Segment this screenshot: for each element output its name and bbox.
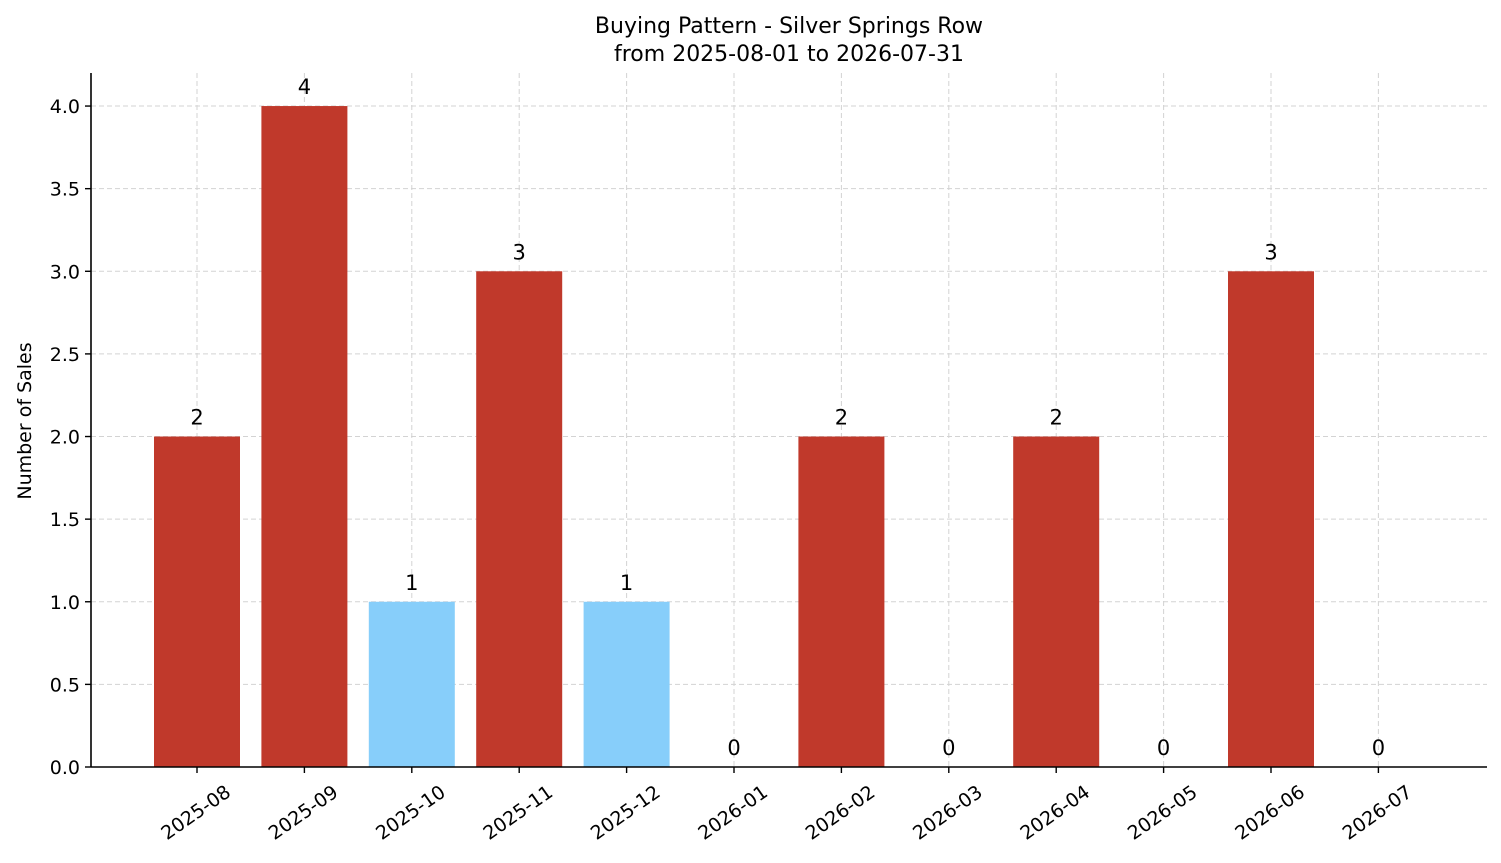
x-tick-label: 2025-09	[265, 781, 343, 845]
bar	[1013, 436, 1100, 767]
y-axis-label: Number of Sales	[14, 342, 36, 499]
bar	[261, 106, 348, 768]
y-tick-label: 0.5	[50, 674, 80, 696]
bar-value-label: 1	[405, 571, 418, 595]
chart-title: Buying Pattern - Silver Springs Row	[595, 14, 983, 39]
bar	[1228, 271, 1314, 767]
x-tick-label: 2026-01	[694, 781, 772, 845]
bar-value-label: 0	[1372, 736, 1385, 760]
y-tick-label: 1.0	[50, 592, 80, 614]
bar-labels: 2 4 1 3 1 0 2 0 2 0 3 0	[190, 75, 1385, 760]
y-tick-label: 3.5	[50, 179, 80, 201]
x-tick-label: 2025-08	[157, 781, 235, 845]
bar-value-label: 3	[1264, 240, 1277, 264]
x-tick-label: 2026-05	[1124, 781, 1202, 845]
y-tick-label: 4.0	[50, 96, 80, 118]
y-tick-label: 1.5	[50, 509, 80, 531]
bar-value-label: 1	[620, 571, 633, 595]
y-tick-label: 2.5	[50, 344, 80, 366]
x-tick-label: 2026-02	[802, 781, 880, 845]
bar	[476, 271, 563, 767]
x-tick-label: 2026-07	[1339, 781, 1417, 845]
bar-value-label: 2	[1050, 406, 1063, 430]
y-tick-label: 3.0	[50, 261, 80, 283]
x-tick-label: 2026-04	[1016, 781, 1094, 845]
bar-value-label: 2	[835, 406, 848, 430]
x-tick-label: 2026-03	[909, 781, 987, 845]
bar-value-label: 4	[298, 75, 311, 99]
bar	[154, 436, 240, 767]
bar-value-label: 0	[1157, 736, 1170, 760]
bar-value-label: 3	[513, 240, 526, 264]
x-tick-label: 2026-06	[1231, 781, 1309, 845]
y-axis-ticks: 0.0 0.5 1.0 1.5 2.0 2.5 3.0 3.5 4.0	[50, 96, 91, 779]
bar	[368, 601, 455, 767]
bar	[798, 436, 885, 767]
x-axis-ticks: 2025-08 2025-09 2025-10 2025-11 2025-12 2026-…	[157, 767, 1416, 845]
x-tick-label: 2025-11	[479, 781, 557, 845]
y-tick-label: 0.0	[50, 757, 80, 779]
x-tick-label: 2025-10	[372, 781, 450, 845]
bar-value-label: 0	[942, 736, 955, 760]
chart-subtitle: from 2025-08-01 to 2026-07-31	[614, 42, 964, 67]
x-tick-label: 2025-12	[587, 781, 665, 845]
bar-value-label: 2	[190, 406, 203, 430]
bars	[154, 106, 1314, 768]
bar-value-label: 0	[727, 736, 740, 760]
bar	[583, 601, 670, 767]
y-tick-label: 2.0	[50, 427, 80, 449]
